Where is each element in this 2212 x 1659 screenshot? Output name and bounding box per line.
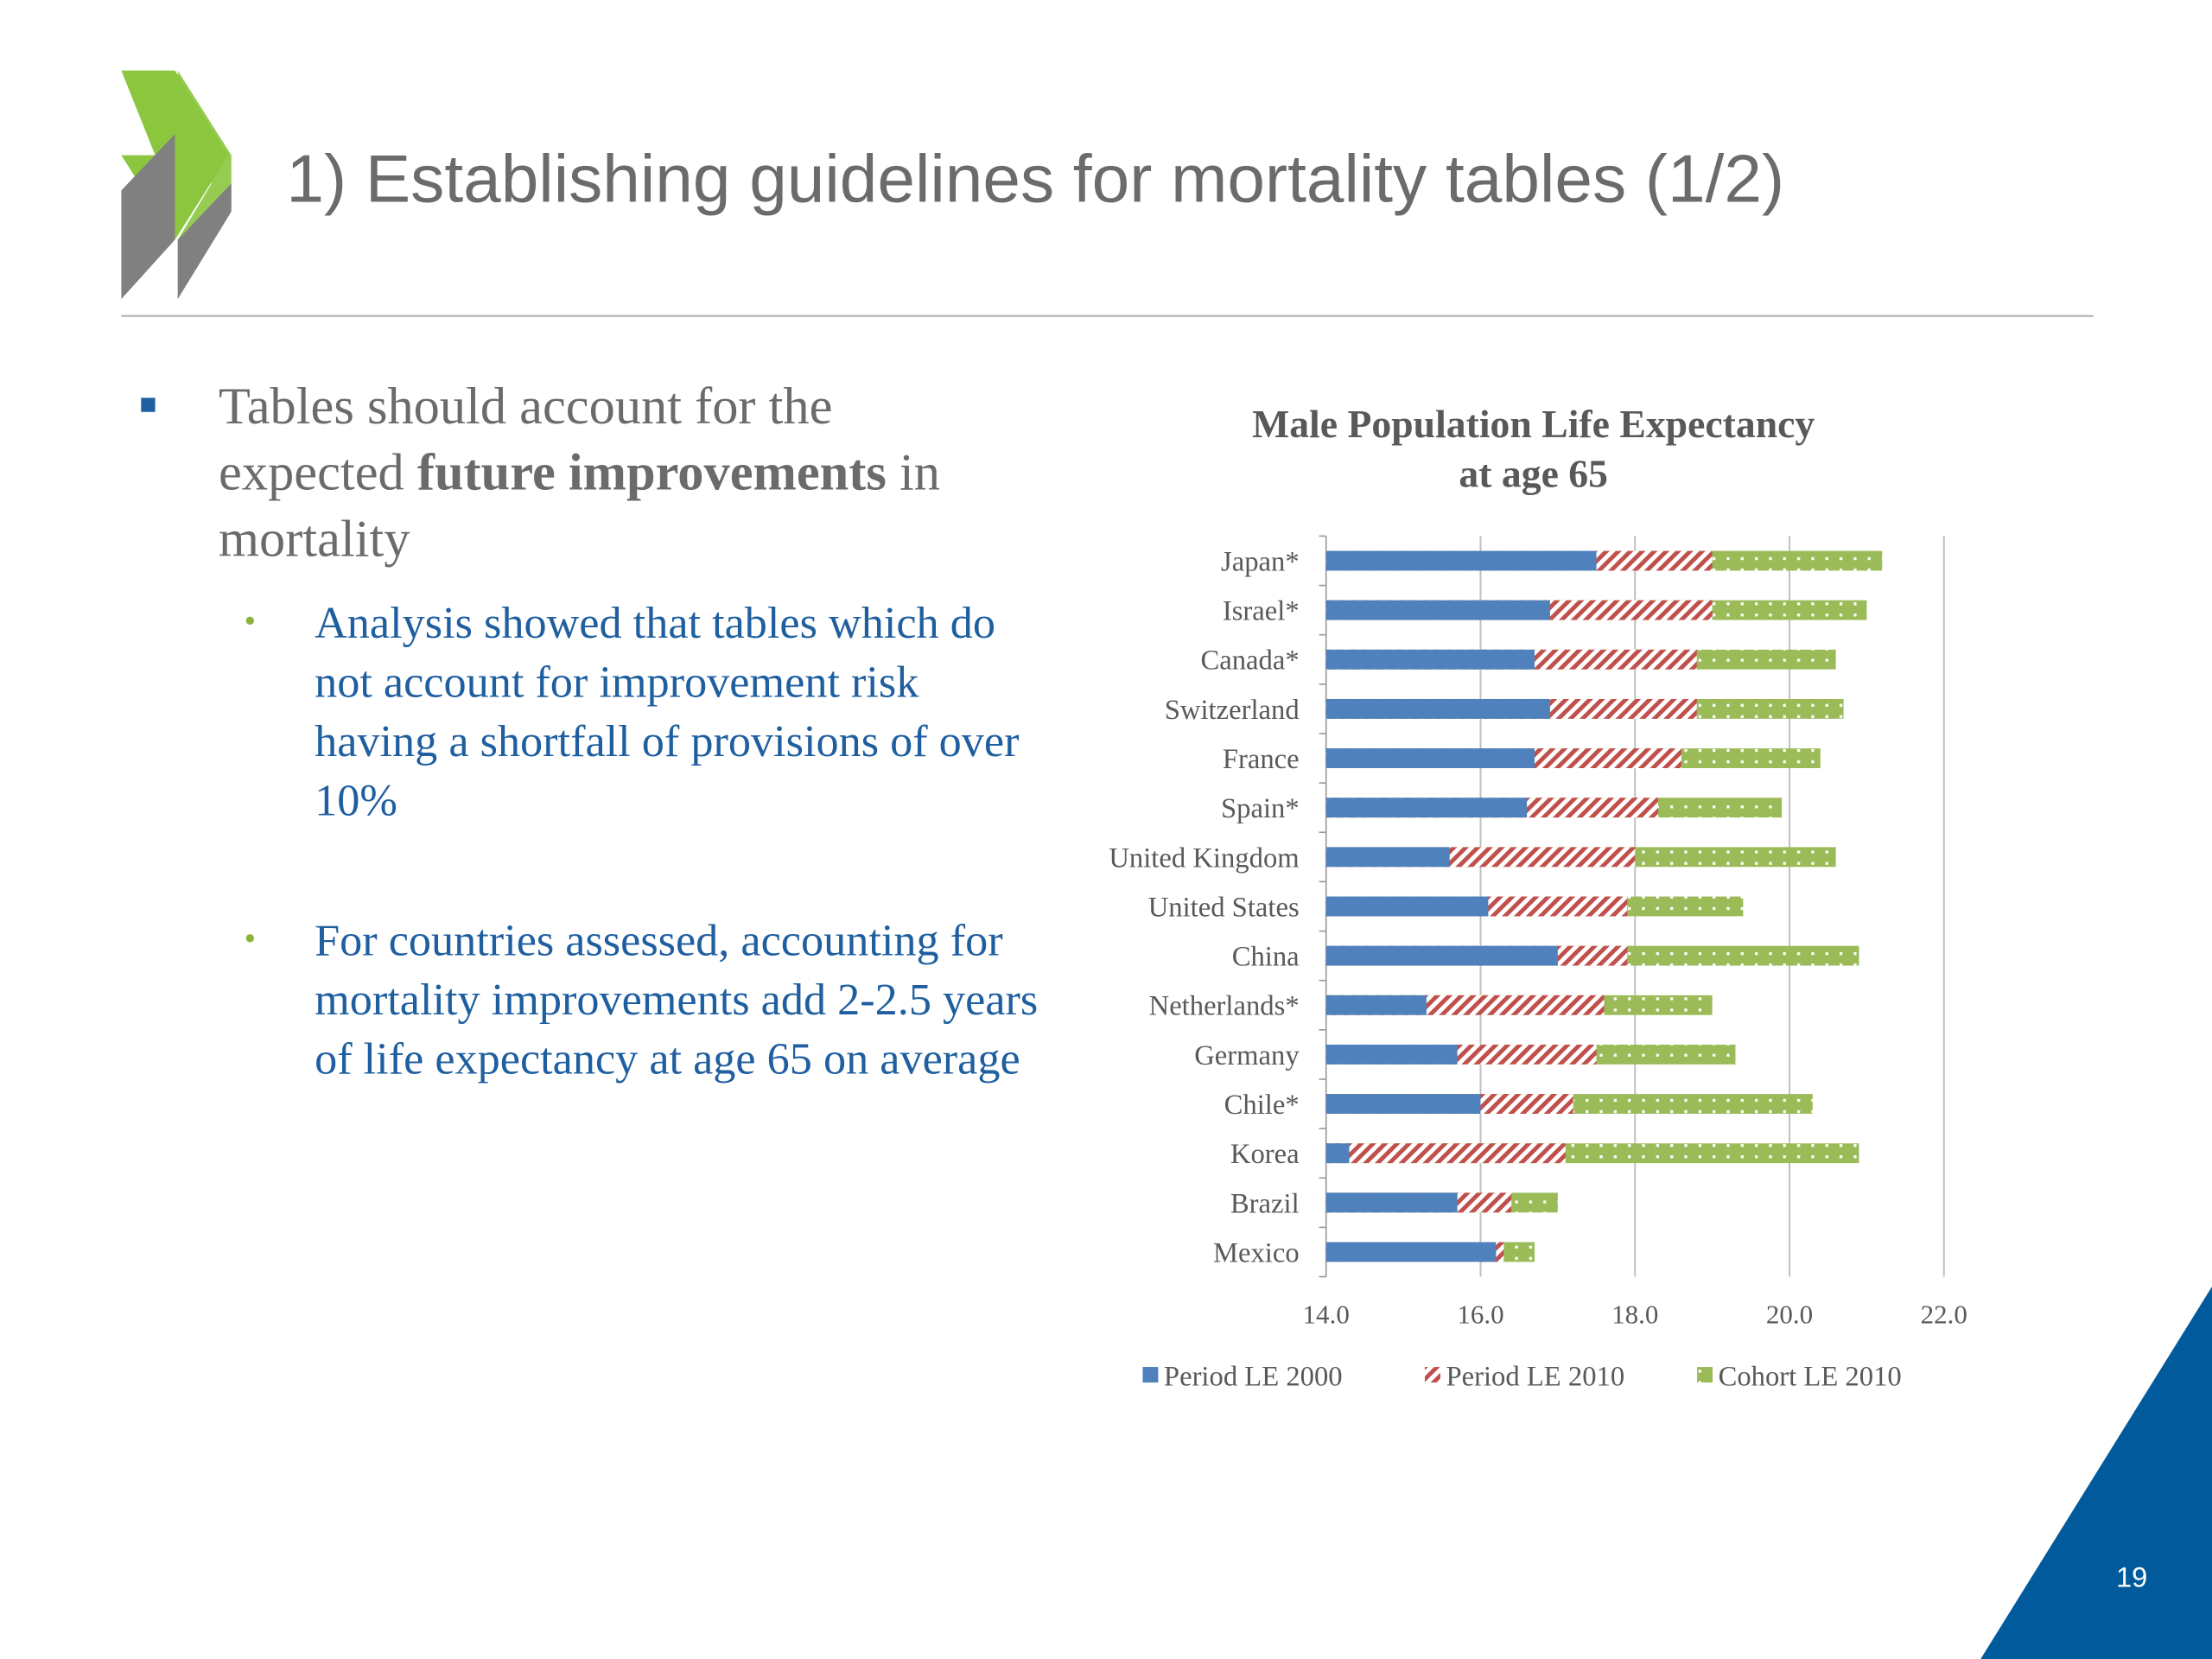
y-tick-label: Brazil <box>1230 1188 1300 1219</box>
sub-bullet: For countries assessed, accounting for m… <box>244 910 1048 1088</box>
y-tick-label: Korea <box>1230 1139 1300 1170</box>
bullet-text: in mortality <box>219 444 940 569</box>
bar <box>1325 798 1528 818</box>
y-tick-label: Israel* <box>1223 596 1300 627</box>
logo <box>121 134 175 300</box>
y-tick-label: Mexico <box>1213 1237 1300 1268</box>
x-tick-label: 22.0 <box>1921 1299 1967 1329</box>
legend-label: Cohort LE 2010 <box>1719 1361 1902 1392</box>
y-tick-label: Switzerland <box>1165 695 1300 726</box>
y-tick-label: Canada* <box>1200 645 1299 677</box>
bar <box>1325 698 1550 719</box>
bar <box>1325 600 1550 620</box>
y-tick-label: France <box>1223 744 1300 775</box>
bar <box>1325 1044 1458 1065</box>
bar <box>1325 1242 1497 1262</box>
corner <box>1980 1286 2212 1659</box>
y-tick-label: Japan* <box>1221 546 1300 577</box>
y-tick-label: China <box>1232 942 1300 973</box>
bar <box>1325 748 1535 768</box>
x-tick-label: 18.0 <box>1611 1299 1658 1329</box>
bar <box>1325 847 1450 868</box>
bar <box>1325 896 1489 917</box>
y-tick-label: Spain* <box>1221 793 1300 824</box>
bar <box>1325 995 1427 1015</box>
legend-swatch <box>1697 1367 1713 1382</box>
bullet: Tables should account for the expected f… <box>141 374 981 573</box>
bullet-text: Tables should account for the expected <box>219 378 833 503</box>
bar <box>1325 1143 1350 1164</box>
y-tick-label: United Kingdom <box>1109 842 1299 874</box>
y-tick-label: Germany <box>1194 1040 1300 1071</box>
chart-title: Male Population Life Expectancy at age 65 <box>1252 402 1815 495</box>
bar <box>1325 1094 1481 1114</box>
x-tick-label: 14.0 <box>1303 1299 1350 1329</box>
logo <box>177 183 232 300</box>
x-tick-label: 20.0 <box>1766 1299 1813 1329</box>
y-tick-label: United States <box>1148 892 1300 923</box>
legend-swatch <box>1424 1367 1440 1382</box>
legend-swatch <box>1142 1367 1159 1382</box>
bar <box>1325 1192 1458 1213</box>
bar <box>1325 550 1597 571</box>
y-tick-label: Chile* <box>1224 1090 1300 1121</box>
slide-title: 1) Establishing guidelines for mortality… <box>286 142 1785 218</box>
bar <box>1325 649 1535 670</box>
sub-bullet: Analysis showed that tables which do not… <box>244 593 1048 830</box>
x-tick-label: 16.0 <box>1457 1299 1503 1329</box>
legend-label: Period LE 2000 <box>1164 1361 1343 1392</box>
bar <box>1325 1143 1566 1164</box>
legend-label: Period LE 2010 <box>1446 1361 1624 1392</box>
page-number: 19 <box>2115 1562 2148 1594</box>
y-tick-label: Netherlands* <box>1149 991 1300 1022</box>
bullet-text: future improvements <box>416 444 887 503</box>
bar <box>1325 945 1558 966</box>
